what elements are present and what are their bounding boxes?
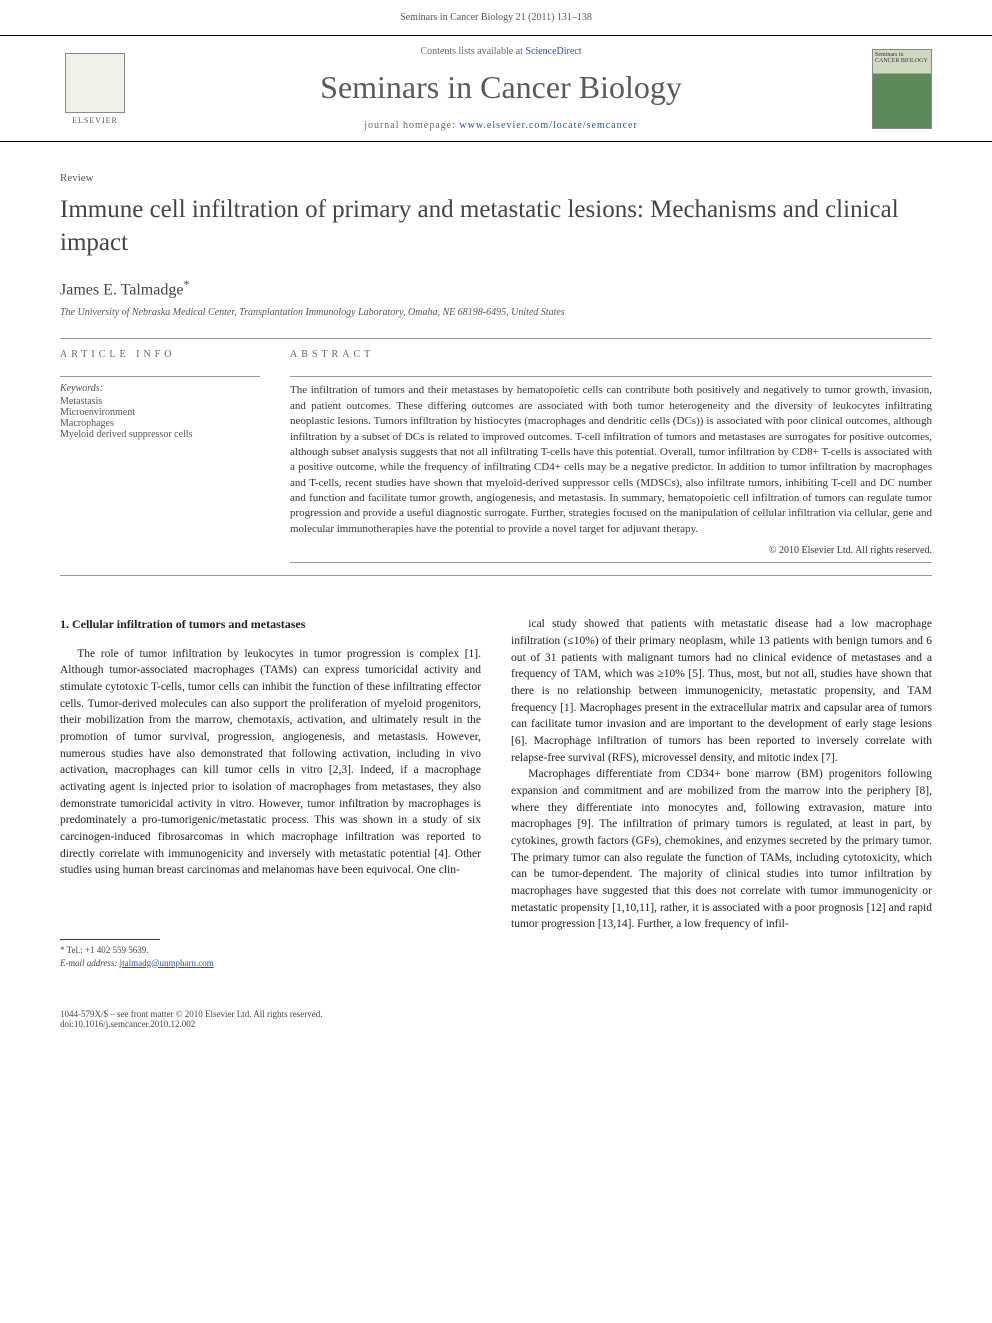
corresponding-asterisk: * bbox=[183, 277, 189, 291]
article-type: Review bbox=[60, 172, 932, 184]
abstract-column: ABSTRACT The infiltration of tumors and … bbox=[290, 349, 932, 569]
footer-line: 1044-579X/$ – see front matter © 2010 El… bbox=[60, 1009, 932, 1019]
body-paragraph: Macrophages differentiate from CD34+ bon… bbox=[511, 766, 932, 933]
sciencedirect-link[interactable]: ScienceDirect bbox=[525, 46, 581, 57]
abstract-text: The infiltration of tumors and their met… bbox=[290, 383, 932, 537]
page-footer: 1044-579X/$ – see front matter © 2010 El… bbox=[0, 999, 992, 1039]
keywords-label: Keywords: bbox=[60, 383, 260, 394]
footnote-email: E-mail address: jtalmadg@unmpharn.com bbox=[60, 957, 481, 970]
author-name: James E. Talmadge* bbox=[60, 277, 932, 299]
column-right: ical study showed that patients with met… bbox=[511, 616, 932, 969]
affiliation: The University of Nebraska Medical Cente… bbox=[60, 307, 932, 318]
journal-cover-thumb: Seminars in CANCER BIOLOGY bbox=[872, 49, 932, 129]
homepage-prefix: journal homepage: bbox=[364, 120, 459, 131]
section-heading: 1. Cellular infiltration of tumors and m… bbox=[60, 616, 481, 633]
footnote-divider bbox=[60, 939, 160, 940]
info-divider bbox=[60, 376, 260, 377]
running-header: Seminars in Cancer Biology 21 (2011) 131… bbox=[0, 0, 992, 35]
abstract-divider bbox=[290, 376, 932, 377]
body-paragraph: ical study showed that patients with met… bbox=[511, 616, 932, 766]
divider bbox=[60, 338, 932, 339]
elsevier-logo: ELSEVIER bbox=[60, 49, 130, 129]
contents-line: Contents lists available at ScienceDirec… bbox=[130, 46, 872, 57]
article-info-heading: ARTICLE INFO bbox=[60, 349, 260, 360]
article-title: Immune cell infiltration of primary and … bbox=[60, 194, 932, 259]
masthead-center: Contents lists available at ScienceDirec… bbox=[130, 46, 872, 131]
article-info-column: ARTICLE INFO Keywords: Metastasis Microe… bbox=[60, 349, 260, 569]
contents-prefix: Contents lists available at bbox=[420, 46, 525, 57]
masthead: ELSEVIER Contents lists available at Sci… bbox=[0, 35, 992, 142]
divider bbox=[290, 562, 932, 563]
body-columns: 1. Cellular infiltration of tumors and m… bbox=[60, 616, 932, 969]
journal-name: Seminars in Cancer Biology bbox=[130, 69, 872, 106]
keyword: Myeloid derived suppressor cells bbox=[60, 429, 260, 440]
elsevier-label: ELSEVIER bbox=[72, 116, 118, 125]
homepage-line: journal homepage: www.elsevier.com/locat… bbox=[130, 120, 872, 131]
footer-doi: doi:10.1016/j.semcancer.2010.12.002 bbox=[60, 1019, 932, 1029]
email-label: E-mail address: bbox=[60, 958, 120, 968]
homepage-link[interactable]: www.elsevier.com/locate/semcancer bbox=[459, 120, 637, 131]
email-link[interactable]: jtalmadg@unmpharn.com bbox=[120, 958, 214, 968]
divider bbox=[60, 575, 932, 576]
keyword: Macrophages bbox=[60, 418, 260, 429]
author-text: James E. Talmadge bbox=[60, 281, 183, 298]
elsevier-tree-icon bbox=[65, 53, 125, 113]
footnote-corr: * Tel.: +1 402 559 5639. bbox=[60, 944, 481, 957]
keyword: Metastasis bbox=[60, 396, 260, 407]
keyword: Microenvironment bbox=[60, 407, 260, 418]
column-left: 1. Cellular infiltration of tumors and m… bbox=[60, 616, 481, 969]
body-paragraph: The role of tumor infiltration by leukoc… bbox=[60, 646, 481, 879]
abstract-copyright: © 2010 Elsevier Ltd. All rights reserved… bbox=[290, 545, 932, 556]
abstract-heading: ABSTRACT bbox=[290, 349, 932, 360]
